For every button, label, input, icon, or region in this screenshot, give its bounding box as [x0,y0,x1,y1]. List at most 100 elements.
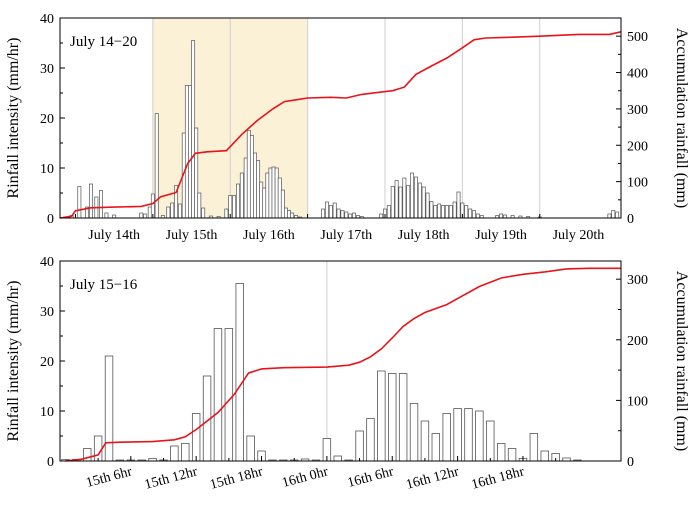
top-left-tick-label: 30 [40,62,54,77]
top-bar [265,172,270,219]
bottom-bar [355,430,364,462]
bottom-bar [377,370,386,462]
top-bar [607,213,612,219]
top-bar [475,213,480,219]
top-bar [611,210,616,219]
top-bar [147,206,152,219]
top-bar [379,213,384,219]
bottom-bar [246,435,255,462]
top-bar [410,172,415,219]
top-day-gridlines [152,18,541,218]
top-x-category-label: July 19th [475,228,527,243]
top-bar [256,160,261,219]
top-bar [262,187,267,219]
top-bar [177,203,182,219]
top-bar [456,191,461,219]
bottom-bar [420,420,430,462]
bottom-left-tick-label: 20 [40,355,54,370]
bottom-right-tick-label: 100 [627,394,648,409]
bottom-rainfall-bars [61,283,582,462]
top-bar [224,208,229,219]
top-left-tick-label: 0 [47,212,54,227]
bottom-bar [442,413,451,462]
top-rainfall-bars [65,40,620,219]
top-bar [249,135,254,219]
bottom-bar [224,328,234,462]
top-bar [201,207,206,219]
top-bar [287,210,291,219]
top-bar [246,130,251,219]
top-bar [236,183,240,219]
top-bar [197,192,202,219]
top-bar [280,189,285,219]
bottom-bar [529,433,539,462]
top-bar [283,207,288,219]
top-bar [421,186,426,219]
bottom-bar [104,355,114,462]
top-bar [290,212,295,219]
bottom-bar [409,403,419,462]
top-bar [615,211,620,219]
bottom-bar [366,418,375,462]
top-bar [328,205,333,219]
bottom-x-tick-label: 15th 6hr [84,464,134,491]
bottom-bar [453,408,462,462]
bottom-bar [170,445,179,462]
top-bar [239,172,244,219]
bottom-bar [181,443,190,462]
top-x-category-label: July 18th [398,228,450,243]
bottom-bar [475,410,484,462]
top-bar [191,40,196,219]
top-bar [352,212,356,219]
top-left-axis-label: Rinfall intensity (mm/hr) [5,38,22,199]
top-x-category-label: July 16th [243,228,295,243]
bottom-period-annotation: July 15−16 [70,277,138,293]
top-bar [154,113,159,219]
top-bar [271,166,276,219]
bottom-left-tick-label: 40 [40,255,54,270]
top-x-category-label: July 14th [88,228,140,243]
top-x-category-label: July 15th [166,228,218,243]
top-bar [77,186,82,219]
bottom-x-tick-label: 16th 12hr [405,464,461,493]
top-bar [437,203,442,219]
top-x-category-label: July 20th [553,228,605,243]
top-right-tick-label: 100 [627,176,648,191]
bottom-x-tick-label: 15th 12hr [143,464,199,493]
top-bar [332,202,337,219]
top-bar [348,213,353,219]
bottom-panel: 0 10 20 30 40 0 100 200 300 15th 6hr 15th 12hr 15th… [5,255,690,493]
top-bar [321,208,326,219]
bottom-left-tick-label: 0 [47,455,54,470]
top-bar [253,152,257,219]
top-bar [104,212,109,219]
top-bar [274,167,279,219]
top-plot-frame [59,17,622,219]
top-bar [402,177,407,219]
top-bar [444,205,449,219]
bottom-accumulation-line [65,267,621,462]
top-period-annotation: July 14−20 [70,34,137,50]
bottom-bar [213,328,223,462]
top-bar [417,182,422,219]
bottom-bar [398,373,408,462]
top-bar [464,205,469,219]
top-bar [184,85,189,219]
top-bar [433,205,438,219]
top-bar [390,186,395,219]
top-accumulation-line [59,31,622,219]
top-right-tick-label: 500 [627,30,648,45]
top-bar [468,208,473,219]
top-right-tick-label: 200 [627,139,648,154]
bottom-x-tick-label: 16th 18hr [470,464,526,493]
bottom-right-axis-label: Accumulation rainfall (mm) [673,271,690,451]
bottom-x-tick-label: 16th 0hr [281,464,331,491]
bottom-right-tick-label: 0 [627,455,634,470]
top-bar [386,205,391,219]
bottom-bar [93,435,103,462]
bottom-plot-frame [59,260,622,462]
top-bar [499,213,504,219]
top-right-tick-label: 400 [627,67,648,82]
